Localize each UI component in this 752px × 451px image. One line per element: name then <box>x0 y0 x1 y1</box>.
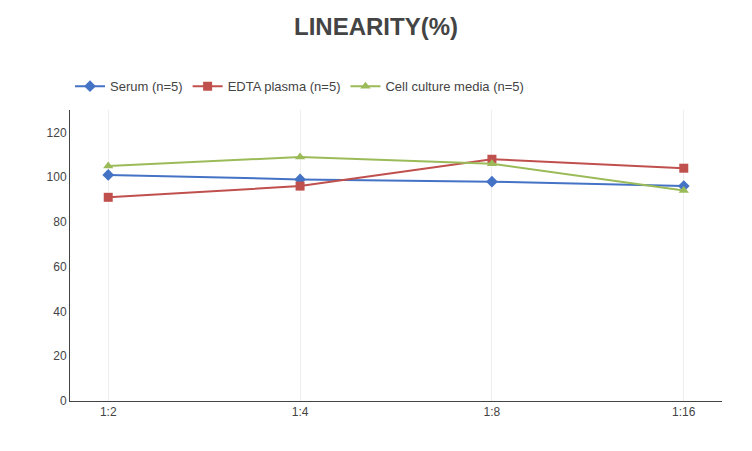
svg-text:1:4: 1:4 <box>292 405 309 419</box>
svg-text:80: 80 <box>53 215 67 229</box>
svg-text:1:16: 1:16 <box>672 405 696 419</box>
svg-text:60: 60 <box>53 260 67 274</box>
svg-text:20: 20 <box>53 349 67 363</box>
svg-text:EDTA plasma (n=5): EDTA plasma (n=5) <box>228 79 341 94</box>
svg-text:LINEARITY(%): LINEARITY(%) <box>294 13 458 40</box>
svg-text:40: 40 <box>53 305 67 319</box>
svg-text:120: 120 <box>47 126 67 140</box>
svg-text:1:2: 1:2 <box>100 405 117 419</box>
svg-text:Cell culture media (n=5): Cell culture media (n=5) <box>385 79 523 94</box>
svg-text:0: 0 <box>60 394 67 408</box>
svg-text:1:8: 1:8 <box>484 405 501 419</box>
svg-text:100: 100 <box>47 170 67 184</box>
svg-text:Serum (n=5): Serum (n=5) <box>110 79 183 94</box>
